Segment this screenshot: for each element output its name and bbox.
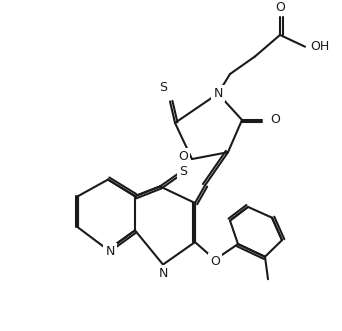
Text: S: S bbox=[159, 80, 167, 94]
Text: O: O bbox=[275, 1, 285, 15]
Text: O: O bbox=[270, 114, 280, 126]
Text: N: N bbox=[213, 87, 223, 100]
Text: OH: OH bbox=[310, 40, 329, 53]
Text: N: N bbox=[158, 266, 168, 279]
Text: O: O bbox=[178, 150, 188, 163]
Text: O: O bbox=[210, 255, 220, 268]
Text: S: S bbox=[179, 165, 187, 178]
Text: N: N bbox=[105, 245, 115, 259]
